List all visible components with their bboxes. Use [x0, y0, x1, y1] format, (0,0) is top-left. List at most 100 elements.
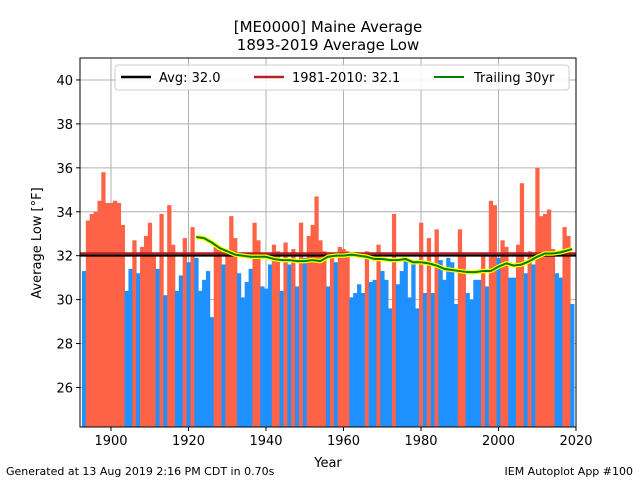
bar-2015 [554, 273, 559, 427]
bar-1956 [326, 286, 331, 427]
plot-area-frame [79, 57, 577, 428]
bar-1989 [453, 304, 459, 427]
bar-1976 [403, 260, 408, 427]
bar-1969 [376, 244, 381, 427]
bar-1905 [128, 268, 133, 427]
bar-1970 [380, 271, 385, 427]
bar-1936 [248, 268, 253, 427]
bar-1955 [322, 251, 327, 427]
bar-1898 [101, 172, 106, 427]
y-axis-label: Average Low [°F] [30, 187, 45, 298]
bar-1990 [457, 229, 463, 427]
bar-1997 [484, 286, 490, 427]
bar-1984 [434, 229, 439, 427]
bar-2003 [508, 277, 513, 427]
axis-ticks: 1900 1920 1940 1960 1980 2000 2020 26 28 30 32 34 36… [56, 74, 592, 449]
x-tick-label: 1980 [404, 434, 437, 449]
bar-1927 [213, 246, 218, 427]
bar-1987 [446, 257, 451, 427]
bar-1906 [132, 240, 137, 427]
bar-1967 [368, 282, 373, 427]
bar-2005 [515, 244, 521, 427]
bar-1924 [202, 279, 207, 427]
bar-1998 [488, 200, 494, 427]
bar-2007 [523, 273, 528, 427]
bar-1981 [422, 293, 428, 427]
bar-1959 [337, 246, 342, 427]
bar-1895 [89, 213, 94, 427]
bar-2016 [558, 277, 563, 427]
bar-2004 [512, 277, 517, 427]
y-tick-label: 28 [56, 338, 73, 353]
bar-1923 [198, 290, 203, 427]
bar-1894 [85, 220, 91, 427]
bar-1999 [492, 205, 497, 427]
legend: Avg: 32.0 1981-2010: 32.1 Trailing 30yr [114, 64, 570, 91]
bar-1972 [388, 308, 393, 427]
bar-1961 [345, 251, 350, 427]
bar-1946 [287, 264, 292, 427]
bar-1977 [407, 297, 412, 427]
bar-1996 [481, 253, 486, 427]
bar-1932 [233, 238, 238, 427]
bar-1915 [167, 205, 172, 427]
bar-1921 [190, 227, 195, 427]
bar-1964 [357, 284, 362, 427]
bar-1957 [329, 253, 335, 427]
legend-box [114, 64, 570, 91]
bar-2000 [496, 257, 501, 427]
bar-1965 [360, 293, 366, 427]
bar-1947 [291, 249, 296, 427]
legend-avg-label: Avg: 32.0 [159, 71, 221, 86]
bar-1937 [252, 222, 257, 427]
bar-1942 [271, 244, 277, 427]
bar-1952 [310, 224, 315, 427]
bar-1982 [426, 238, 432, 427]
y-tick-label: 30 [56, 294, 73, 309]
bar-1907 [136, 273, 141, 427]
reference-lines [80, 234, 576, 275]
y-tick-label: 40 [56, 74, 73, 89]
legend-trailing-label: Trailing 30yr [473, 71, 555, 86]
bar-1971 [384, 279, 389, 427]
x-tick-label: 1920 [172, 434, 205, 449]
bar-1917 [174, 290, 180, 427]
bar-1949 [298, 222, 304, 427]
bar-1944 [279, 290, 284, 427]
bar-1974 [395, 284, 401, 427]
bar-1950 [302, 257, 308, 427]
bar-1939 [260, 286, 265, 427]
bar-1911 [151, 255, 156, 427]
x-tick-label: 1960 [327, 434, 360, 449]
bar-2014 [550, 249, 556, 427]
bar-1918 [178, 275, 184, 427]
bar-1929 [221, 264, 226, 427]
bar-2017 [562, 227, 567, 427]
bar-1916 [171, 244, 176, 427]
y-tick-label: 34 [56, 206, 73, 221]
bar-1938 [256, 240, 261, 427]
bar-1958 [333, 262, 339, 427]
bar-1902 [116, 202, 122, 427]
x-tick-label: 1900 [94, 434, 127, 449]
bar-1900 [109, 202, 114, 427]
bar-2011 [539, 216, 544, 427]
y-tick-label: 26 [56, 381, 73, 396]
bar-1943 [275, 251, 280, 427]
bar-1995 [477, 279, 482, 427]
bar-2018 [566, 235, 571, 427]
x-tick-label: 2020 [559, 434, 592, 449]
bar-1914 [163, 295, 168, 427]
bar-2002 [504, 246, 509, 427]
bar-1953 [314, 196, 319, 427]
bar-series [81, 167, 575, 428]
legend-climatology-label: 1981-2010: 32.1 [292, 71, 400, 86]
bar-2008 [527, 251, 532, 427]
x-tick-label: 1940 [249, 434, 282, 449]
bar-1948 [295, 286, 300, 427]
x-axis-label: Year [313, 456, 342, 471]
bar-1962 [349, 297, 354, 427]
bar-2013 [546, 209, 552, 427]
bar-1922 [194, 257, 199, 427]
bar-1991 [461, 255, 466, 427]
